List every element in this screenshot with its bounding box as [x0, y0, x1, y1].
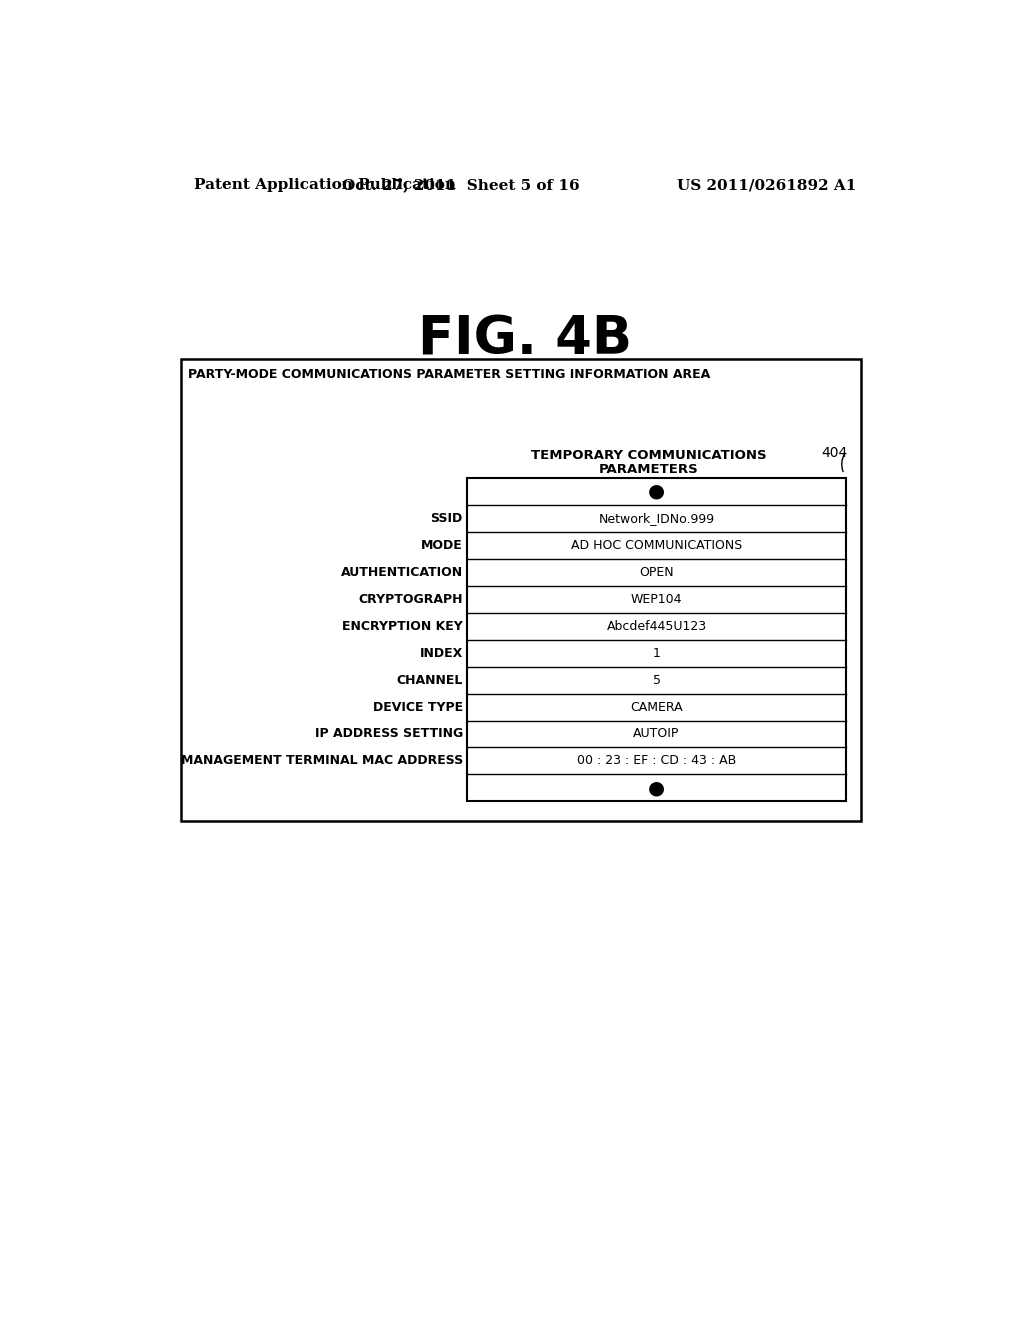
Text: ●: ●: [648, 779, 665, 797]
Text: AD HOC COMMUNICATIONS: AD HOC COMMUNICATIONS: [571, 539, 742, 552]
Text: AUTOIP: AUTOIP: [634, 727, 680, 741]
Text: SSID: SSID: [430, 512, 463, 525]
Text: US 2011/0261892 A1: US 2011/0261892 A1: [677, 178, 856, 193]
Text: 5: 5: [652, 673, 660, 686]
Text: INDEX: INDEX: [420, 647, 463, 660]
Text: OPEN: OPEN: [639, 566, 674, 578]
Text: MODE: MODE: [421, 539, 463, 552]
Text: PARTY-MODE COMMUNICATIONS PARAMETER SETTING INFORMATION AREA: PARTY-MODE COMMUNICATIONS PARAMETER SETT…: [188, 368, 711, 381]
Text: Oct. 27, 2011  Sheet 5 of 16: Oct. 27, 2011 Sheet 5 of 16: [342, 178, 580, 193]
Text: 404: 404: [821, 446, 847, 459]
Text: Abcdef445U123: Abcdef445U123: [606, 619, 707, 632]
Text: 1: 1: [652, 647, 660, 660]
Text: Network_IDNo.999: Network_IDNo.999: [598, 512, 715, 525]
Text: MANAGEMENT TERMINAL MAC ADDRESS: MANAGEMENT TERMINAL MAC ADDRESS: [180, 755, 463, 767]
Text: IP ADDRESS SETTING: IP ADDRESS SETTING: [314, 727, 463, 741]
Text: PARAMETERS: PARAMETERS: [599, 462, 698, 475]
Text: CAMERA: CAMERA: [630, 701, 683, 714]
Text: ●: ●: [648, 482, 665, 500]
Text: 00 : 23 : EF : CD : 43 : AB: 00 : 23 : EF : CD : 43 : AB: [577, 755, 736, 767]
Text: FIG. 4B: FIG. 4B: [418, 313, 632, 366]
Text: TEMPORARY COMMUNICATIONS: TEMPORARY COMMUNICATIONS: [531, 449, 767, 462]
Text: DEVICE TYPE: DEVICE TYPE: [373, 701, 463, 714]
Bar: [467, 478, 846, 801]
Text: WEP104: WEP104: [631, 593, 682, 606]
Text: CRYPTOGRAPH: CRYPTOGRAPH: [358, 593, 463, 606]
Bar: [180, 359, 861, 821]
Text: AUTHENTICATION: AUTHENTICATION: [341, 566, 463, 578]
Text: ENCRYPTION KEY: ENCRYPTION KEY: [342, 619, 463, 632]
Text: CHANNEL: CHANNEL: [396, 673, 463, 686]
Text: Patent Application Publication: Patent Application Publication: [194, 178, 456, 193]
